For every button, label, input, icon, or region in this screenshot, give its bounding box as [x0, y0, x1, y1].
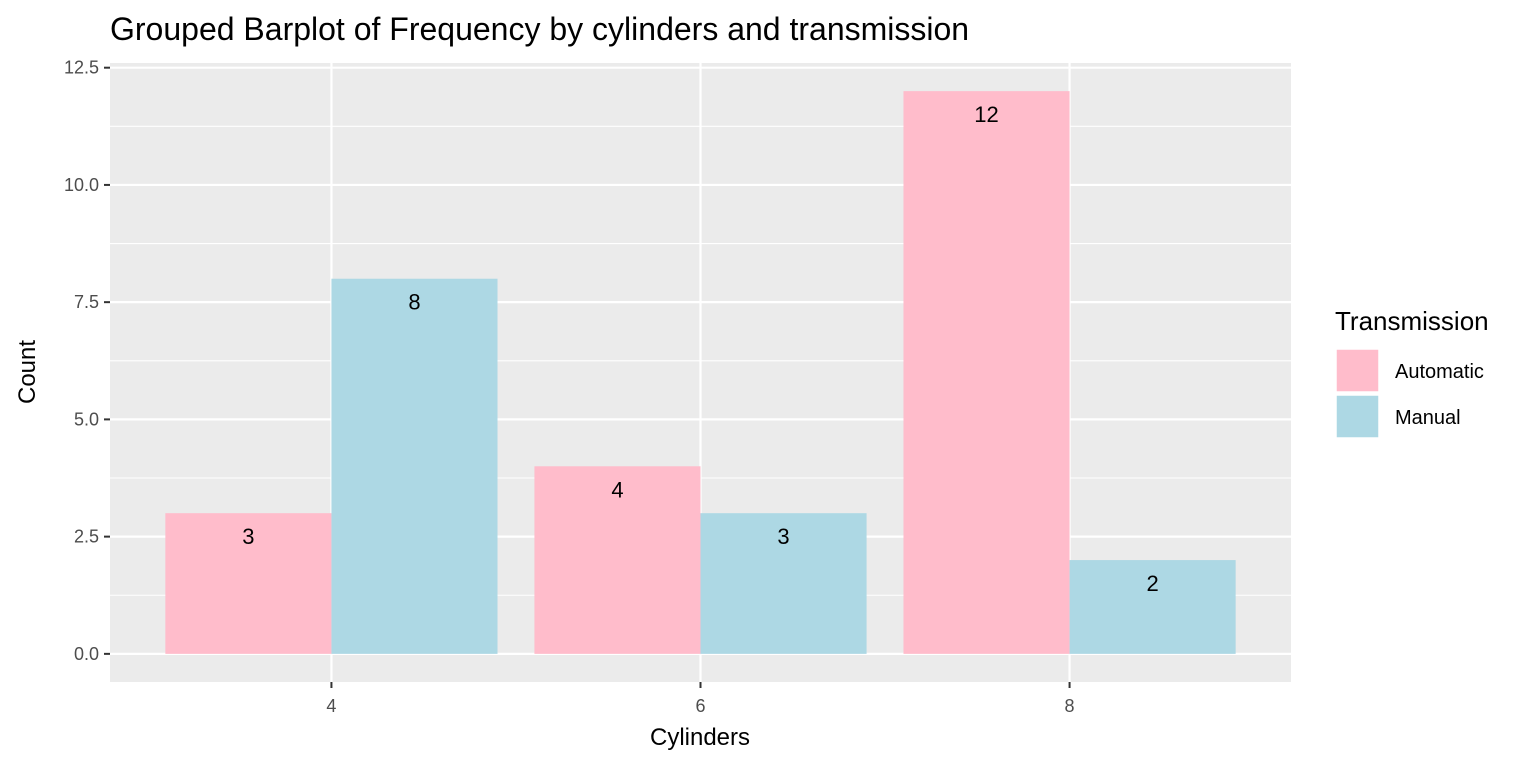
bar-label: 3: [777, 524, 789, 549]
chart-title: Grouped Barplot of Frequency by cylinder…: [110, 11, 969, 47]
bar-label: 8: [408, 290, 420, 315]
legend-label-automatic: Automatic: [1395, 361, 1484, 383]
legend: Transmission Automatic Manual: [1335, 306, 1489, 439]
bar-labels: 3 8 4 3 12 2: [242, 102, 1158, 596]
y-tick-label: 12.5: [64, 58, 99, 78]
bar-manual-8: [1069, 560, 1236, 654]
legend-key-manual: [1335, 394, 1380, 439]
bar-automatic-6: [534, 466, 701, 654]
bar-automatic-4: [165, 513, 332, 654]
bar-label: 3: [242, 524, 254, 549]
bar-manual-4: [331, 278, 498, 654]
y-tick-label: 2.5: [74, 527, 99, 547]
y-tick-label: 7.5: [74, 292, 99, 312]
y-axis: 0.0 2.5 5.0 7.5 10.0 12.5: [64, 58, 110, 664]
x-axis: 4 6 8: [326, 682, 1075, 716]
x-axis-title: Cylinders: [650, 724, 750, 751]
bar-manual-6: [700, 513, 867, 654]
bar-automatic-8: [903, 91, 1070, 654]
x-tick-label: 6: [695, 696, 705, 716]
legend-title: Transmission: [1335, 306, 1489, 336]
legend-key-automatic: [1335, 348, 1380, 393]
y-tick-label: 5.0: [74, 409, 99, 429]
bar-label: 4: [611, 477, 623, 502]
x-tick-label: 4: [326, 696, 336, 716]
bar-label: 12: [974, 102, 998, 127]
legend-label-manual: Manual: [1395, 407, 1461, 429]
bar-label: 2: [1146, 571, 1158, 596]
y-tick-label: 10.0: [64, 175, 99, 195]
bars: [165, 91, 1236, 654]
y-axis-title: Count: [14, 340, 41, 404]
y-tick-label: 0.0: [74, 644, 99, 664]
x-tick-label: 8: [1065, 696, 1075, 716]
